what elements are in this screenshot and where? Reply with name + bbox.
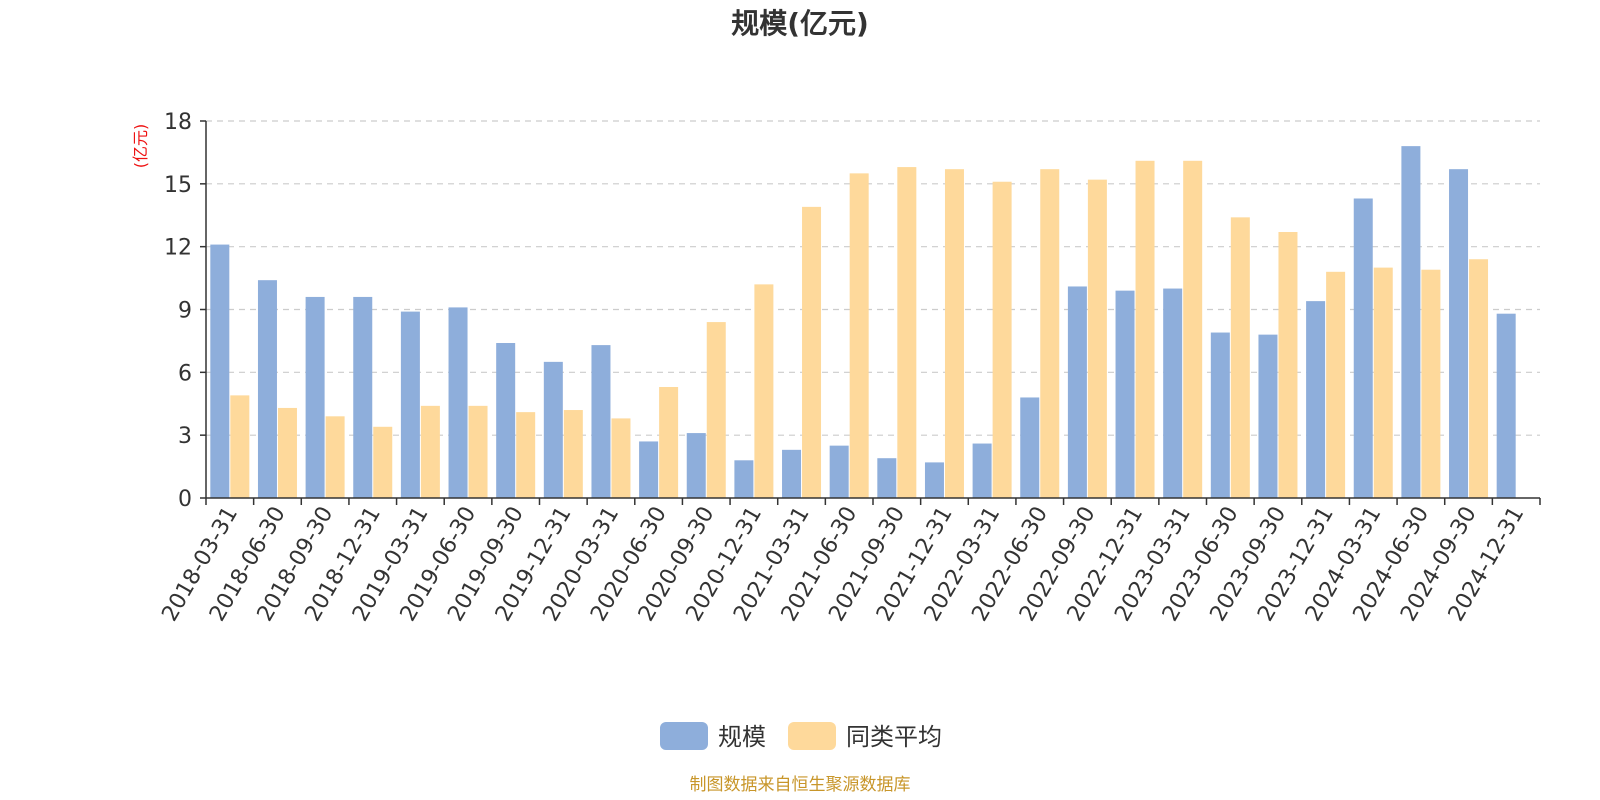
bar-scale[interactable] xyxy=(686,433,706,498)
bar-peer-average[interactable] xyxy=(849,173,869,498)
bar-peer-average[interactable] xyxy=(706,322,726,498)
bar-peer-average[interactable] xyxy=(1421,269,1441,498)
bar-scale[interactable] xyxy=(305,296,325,498)
y-tick-label: 18 xyxy=(164,110,192,135)
bar-scale[interactable] xyxy=(1401,146,1421,498)
bars xyxy=(210,146,1516,499)
bar-scale[interactable] xyxy=(1306,301,1326,498)
bar-peer-average[interactable] xyxy=(1278,232,1298,498)
bar-peer-average[interactable] xyxy=(944,169,964,498)
y-tick-label: 6 xyxy=(178,361,192,386)
bar-scale[interactable] xyxy=(210,244,230,498)
bar-peer-average[interactable] xyxy=(802,206,822,498)
bar-scale[interactable] xyxy=(400,311,420,498)
bar-scale[interactable] xyxy=(591,345,611,498)
bar-peer-average[interactable] xyxy=(659,386,679,498)
legend-item-scale[interactable]: 规模 xyxy=(660,722,766,751)
chart-title: 规模(亿元) xyxy=(731,7,869,40)
legend: 规模 同类平均 xyxy=(660,722,942,751)
bar-peer-average[interactable] xyxy=(563,410,583,498)
bar-peer-average[interactable] xyxy=(1135,160,1155,499)
y-ticks: 0 3 6 9 12 15 18 xyxy=(164,110,206,512)
bar-scale[interactable] xyxy=(448,307,468,498)
bar-scale[interactable] xyxy=(972,443,992,498)
bar-scale[interactable] xyxy=(496,343,516,498)
bar-scale[interactable] xyxy=(877,458,897,498)
y-tick-label: 0 xyxy=(178,487,192,512)
legend-swatch-scale xyxy=(660,722,708,750)
bar-peer-average[interactable] xyxy=(611,418,631,498)
bar-scale[interactable] xyxy=(1258,334,1278,498)
bar-scale[interactable] xyxy=(257,280,277,498)
bar-peer-average[interactable] xyxy=(230,395,250,498)
source-note: 制图数据来自恒生聚源数据库 xyxy=(690,775,911,795)
bar-peer-average[interactable] xyxy=(754,284,774,498)
bar-peer-average[interactable] xyxy=(468,405,488,498)
x-ticks: 2018-03-312018-06-302018-09-302018-12-31… xyxy=(157,498,1541,626)
bar-peer-average[interactable] xyxy=(1326,271,1346,498)
legend-label-scale: 规模 xyxy=(718,723,766,751)
bar-peer-average[interactable] xyxy=(992,181,1012,498)
y-tick-label: 9 xyxy=(178,299,192,324)
bar-scale[interactable] xyxy=(639,441,659,498)
legend-label-peer-average: 同类平均 xyxy=(846,723,942,751)
y-tick-label: 12 xyxy=(164,236,192,261)
bar-peer-average[interactable] xyxy=(1469,259,1489,498)
bar-peer-average[interactable] xyxy=(897,167,917,499)
bar-peer-average[interactable] xyxy=(1040,169,1060,498)
bar-peer-average[interactable] xyxy=(1087,179,1107,498)
bar-peer-average[interactable] xyxy=(373,426,393,498)
bar-scale[interactable] xyxy=(353,296,373,498)
bar-scale[interactable] xyxy=(829,445,849,498)
y-tick-label: 3 xyxy=(178,424,192,449)
bar-scale[interactable] xyxy=(1020,397,1040,498)
y-tick-label: 15 xyxy=(164,173,192,198)
bar-scale[interactable] xyxy=(734,460,754,498)
y-axis-label: (亿元) xyxy=(131,124,150,169)
bar-peer-average[interactable] xyxy=(1230,217,1250,498)
bar-scale[interactable] xyxy=(1163,288,1183,498)
bar-scale[interactable] xyxy=(1496,313,1516,498)
bar-scale[interactable] xyxy=(1353,198,1373,498)
bar-scale[interactable] xyxy=(782,449,802,498)
legend-swatch-peer-average xyxy=(788,722,836,750)
bar-peer-average[interactable] xyxy=(516,412,536,498)
bar-scale[interactable] xyxy=(543,361,563,498)
bar-peer-average[interactable] xyxy=(420,405,440,498)
bar-scale[interactable] xyxy=(924,462,944,498)
bar-peer-average[interactable] xyxy=(1183,160,1203,499)
bar-scale[interactable] xyxy=(1210,332,1230,498)
bar-peer-average[interactable] xyxy=(1373,267,1393,498)
bar-peer-average[interactable] xyxy=(325,416,345,498)
bar-scale[interactable] xyxy=(1067,286,1087,498)
bar-scale[interactable] xyxy=(1115,290,1135,498)
legend-item-peer-average[interactable]: 同类平均 xyxy=(788,722,942,751)
bar-peer-average[interactable] xyxy=(277,407,297,498)
bar-scale[interactable] xyxy=(1449,169,1469,498)
